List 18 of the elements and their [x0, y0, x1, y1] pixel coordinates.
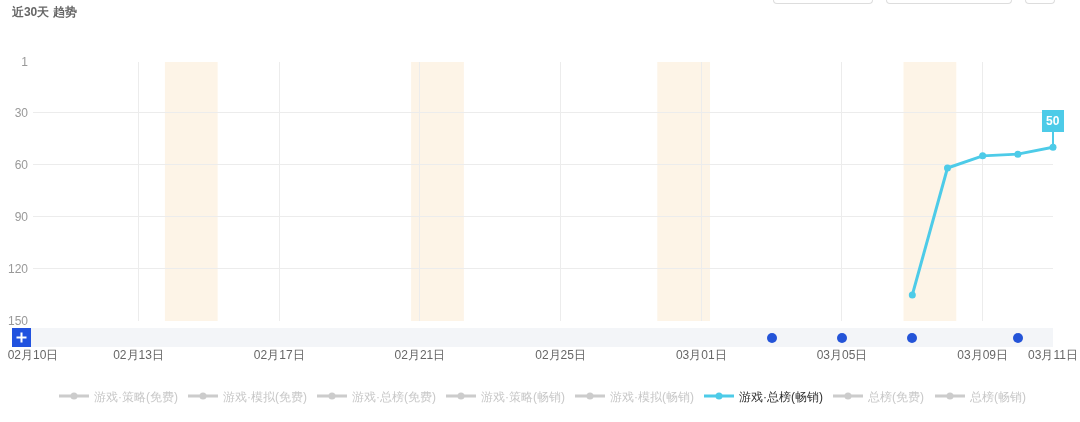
x-tick-label: 03月01日	[675, 348, 727, 362]
y-tick-label: 120	[7, 262, 29, 277]
y-tick-label: 1	[21, 55, 29, 70]
y-tick-label: 150	[7, 314, 29, 329]
x-tick-label: 02月10日	[7, 348, 59, 362]
x-tick-label: 03月05日	[816, 348, 868, 362]
x-tick-label: 03月11日	[1028, 348, 1078, 362]
x-tick-label: 02月17日	[253, 348, 305, 362]
x-tick-label: 02月21日	[394, 348, 446, 362]
y-tick-label: 60	[14, 157, 29, 172]
y-tick-label: 90	[14, 209, 29, 224]
data-label: 50	[1046, 114, 1060, 128]
y-tick-label: 30	[14, 105, 29, 120]
chart-title: 近30天 趋势	[10, 5, 77, 20]
x-tick-label: 02月13日	[113, 348, 164, 362]
legend-label: 游戏·总榜(畅销)	[739, 389, 823, 404]
x-tick-label: 02月25日	[535, 348, 586, 362]
x-tick-label: 03月09日	[957, 348, 1009, 362]
